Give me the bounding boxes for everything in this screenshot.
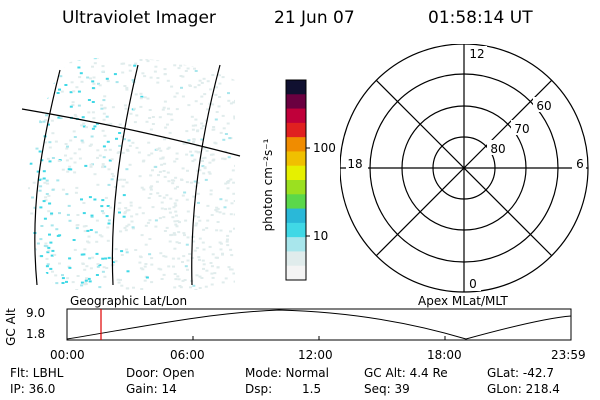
mlt-label-0: 0 [469,277,477,291]
geographic-image [21,57,241,290]
mlt-label-6: 6 [576,157,584,171]
colorbar-tick-10: 10 [313,229,329,243]
colorbar-segment [286,251,306,267]
observation-date: 21 Jun 07 [274,8,355,28]
y-tick-9: 9.0 [26,306,46,320]
x-tick-1200: 12:00 [298,348,333,362]
colorbar-segment [286,180,306,195]
altitude-timeline [66,308,572,341]
x-tick-0000: 00:00 [50,348,85,362]
colorbar [285,79,310,281]
gc-alt-axis-title: GC Alt [4,308,18,346]
dsp-label: Dsp: [245,382,273,396]
x-tick-2359: 23:59 [551,348,586,362]
colorbar-segment [286,208,306,224]
mlt-label-12: 12 [469,47,484,61]
glon-info: GLon: 218.4 [487,382,560,396]
colorbar-segment [286,222,306,238]
colorbar-unit-label: photon cm⁻²s⁻¹ [261,138,275,232]
instrument-title: Ultraviolet Imager [62,8,216,28]
filter-info: Flt: LBHL [10,366,64,380]
colorbar-segment [286,165,306,181]
ip-info: IP: 36.0 [10,382,56,396]
glat-info: GLat: -42.7 [487,366,554,380]
mlat-label-70: 70 [514,122,529,136]
longitude-line [191,64,221,286]
apex-label: Apex MLat/MLT [418,294,508,308]
x-tick-0600: 06:00 [170,348,205,362]
mode-info: Mode: Normal [245,366,329,380]
geographic-label: Geographic Lat/Lon [70,294,188,308]
mlat-label-60: 60 [536,99,551,113]
colorbar-segment [286,194,306,210]
gain-info: Gain: 14 [126,382,177,396]
x-tick-1800: 18:00 [427,348,462,362]
y-tick-1-8: 1.8 [26,327,46,341]
longitude-line [111,64,139,286]
colorbar-segment [286,108,306,124]
colorbar-segment [286,94,306,110]
dsp-value: 1.5 [302,382,322,396]
latitude-line [21,108,241,157]
colorbar-segment [286,122,306,138]
colorbar-segment [286,151,306,167]
colorbar-segment [286,237,306,252]
longitude-line [34,69,61,286]
mlt-label-18: 18 [347,157,362,171]
observation-time: 01:58:14 UT [428,8,533,28]
colorbar-tick-100: 100 [313,141,336,155]
colorbar-segment [286,265,306,281]
mlat-label-80: 80 [490,142,505,156]
colorbar-segment [286,80,306,95]
colorbar-segment [286,137,306,152]
uv-emission-speckles [28,57,235,290]
seq-info: Seq: 39 [364,382,410,396]
polar-grid: 12 18 6 0 60 70 80 [340,44,589,293]
gc-alt-info: GC Alt: 4.4 Re [364,366,448,380]
door-info: Door: Open [126,366,195,380]
altitude-curve [66,309,572,340]
